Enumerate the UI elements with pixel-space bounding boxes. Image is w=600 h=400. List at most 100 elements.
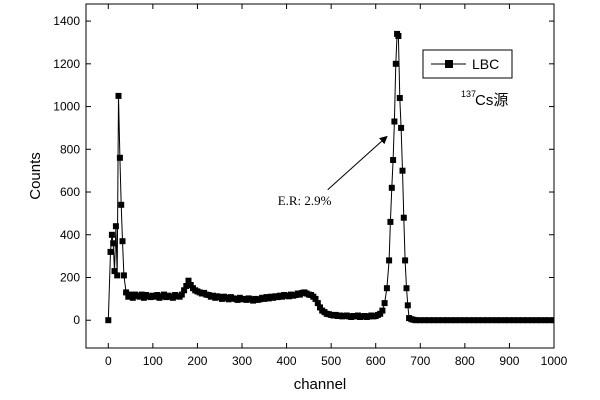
x-tick-label: 300 bbox=[232, 354, 252, 368]
data-point bbox=[533, 317, 540, 324]
y-axis: 0 200 400 600 800 1000 1200 1400 bbox=[53, 14, 554, 327]
data-point bbox=[444, 317, 450, 324]
data-point bbox=[426, 317, 433, 324]
data-point bbox=[484, 317, 491, 324]
data-point bbox=[312, 295, 319, 302]
legend-marker-sample bbox=[445, 60, 453, 68]
data-point bbox=[187, 282, 194, 288]
data-point bbox=[448, 317, 455, 324]
x-tick-label: 1000 bbox=[541, 354, 568, 368]
y-tick-label: 200 bbox=[60, 270, 80, 284]
data-point bbox=[551, 317, 554, 324]
data-point bbox=[457, 317, 464, 324]
x-tick-label: 100 bbox=[143, 354, 163, 368]
x-tick-label: 900 bbox=[499, 354, 519, 368]
series-markers bbox=[105, 30, 554, 324]
y-tick-label: 1200 bbox=[53, 57, 80, 71]
data-point bbox=[111, 268, 118, 275]
y-tick-label: 600 bbox=[60, 185, 80, 199]
x-axis: 0 100 200 300 400 500 600 700 800 900 1000 bbox=[105, 4, 568, 368]
source-label-superscript: 137 bbox=[461, 89, 476, 99]
data-point bbox=[502, 317, 508, 324]
data-point bbox=[317, 304, 323, 311]
data-point bbox=[430, 317, 437, 324]
data-point bbox=[466, 317, 473, 324]
plot-area bbox=[85, 3, 555, 349]
data-point bbox=[119, 238, 126, 245]
data-point bbox=[493, 317, 500, 324]
data-point bbox=[488, 317, 495, 324]
data-point bbox=[515, 317, 522, 324]
data-point bbox=[390, 157, 397, 163]
data-point bbox=[138, 291, 145, 298]
data-point bbox=[519, 317, 526, 324]
data-point bbox=[392, 60, 399, 67]
data-point bbox=[399, 167, 406, 174]
y-tick-label: 400 bbox=[60, 228, 80, 242]
data-point bbox=[479, 317, 486, 324]
data-point bbox=[379, 307, 386, 314]
x-tick-label: 600 bbox=[366, 354, 386, 368]
source-label: 137 Cs源 bbox=[461, 89, 508, 109]
data-point bbox=[114, 272, 121, 279]
y-axis-title: Counts bbox=[27, 152, 44, 200]
data-point bbox=[118, 201, 125, 208]
data-point bbox=[435, 317, 442, 324]
source-label-main: Cs源 bbox=[475, 92, 508, 109]
data-point bbox=[537, 317, 544, 324]
data-point bbox=[112, 223, 119, 230]
data-point bbox=[110, 240, 117, 247]
data-point bbox=[108, 231, 115, 238]
data-point bbox=[105, 317, 112, 324]
data-point bbox=[412, 317, 419, 324]
data-point bbox=[185, 277, 192, 284]
energy-resolution-annotation: E.R: 2.9% bbox=[278, 135, 388, 208]
data-point bbox=[510, 317, 517, 324]
data-point bbox=[381, 300, 388, 307]
annotation-arrow bbox=[327, 135, 388, 191]
data-point bbox=[123, 289, 130, 296]
data-point bbox=[421, 317, 428, 324]
data-point bbox=[506, 317, 513, 324]
data-point bbox=[120, 272, 127, 279]
data-point bbox=[388, 184, 395, 191]
legend-label-lbc: LBC bbox=[472, 56, 499, 72]
data-point bbox=[524, 317, 531, 324]
data-point bbox=[107, 248, 114, 255]
data-point bbox=[115, 92, 122, 99]
x-tick-label: 500 bbox=[321, 354, 341, 368]
data-point bbox=[127, 291, 134, 298]
data-point bbox=[452, 317, 459, 324]
annotation-label: E.R: 2.9% bbox=[278, 193, 332, 208]
data-point bbox=[546, 317, 553, 324]
data-point bbox=[402, 257, 409, 264]
data-point bbox=[395, 33, 402, 39]
data-point bbox=[178, 291, 185, 298]
data-point bbox=[116, 154, 123, 161]
data-point bbox=[391, 118, 398, 125]
legend: LBC bbox=[422, 49, 513, 79]
x-tick-label: 700 bbox=[410, 354, 430, 368]
data-point bbox=[129, 294, 136, 301]
data-point bbox=[542, 317, 549, 324]
data-point bbox=[497, 317, 504, 324]
x-tick-label: 200 bbox=[187, 354, 207, 368]
plot-frame bbox=[85, 3, 555, 349]
data-point bbox=[383, 285, 390, 292]
data-point bbox=[398, 124, 405, 131]
data-point bbox=[417, 317, 424, 324]
x-tick-label: 400 bbox=[277, 354, 297, 368]
data-point bbox=[403, 285, 410, 292]
data-point bbox=[386, 257, 393, 264]
data-point bbox=[183, 283, 190, 289]
y-tick-label: 1400 bbox=[53, 14, 80, 28]
data-point bbox=[439, 317, 446, 324]
data-point bbox=[470, 317, 477, 324]
x-tick-label: 800 bbox=[455, 354, 475, 368]
data-point bbox=[377, 310, 384, 317]
data-point bbox=[528, 317, 535, 324]
data-point bbox=[404, 302, 411, 309]
x-axis-title: channel bbox=[294, 376, 347, 393]
data-point bbox=[387, 218, 394, 225]
